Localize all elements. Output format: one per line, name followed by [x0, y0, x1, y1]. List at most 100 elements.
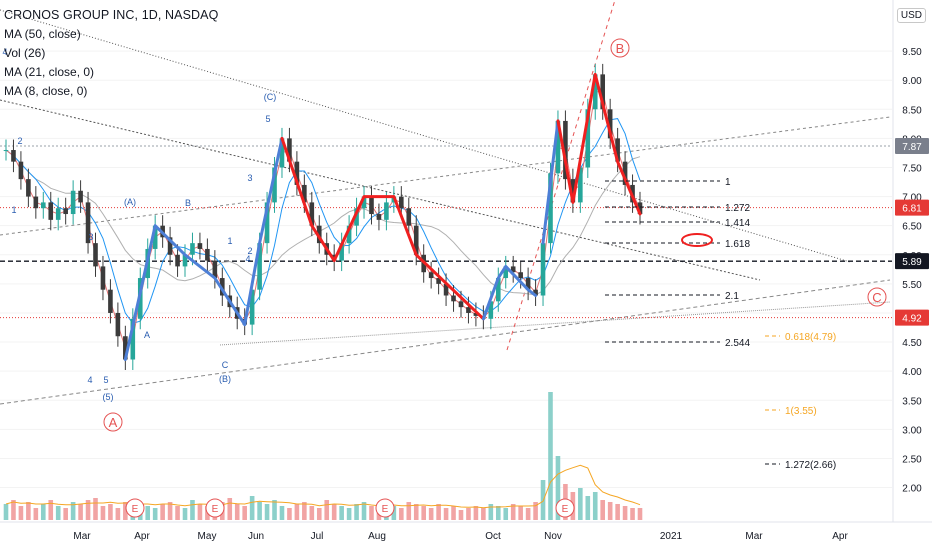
candle-body [197, 243, 203, 249]
candle-body [93, 243, 98, 267]
candle-body [570, 179, 576, 203]
volume-bar [152, 508, 158, 520]
circled-wave-label: B [616, 41, 625, 56]
currency-button[interactable]: USD [896, 8, 926, 23]
volume-bar [18, 506, 24, 520]
candle-body [264, 202, 270, 244]
volume-bar [339, 506, 344, 520]
candle-body [548, 173, 553, 244]
candle-body [18, 161, 24, 180]
fib-level-label: 1.272 [725, 203, 750, 214]
candle-body [615, 138, 620, 162]
wave-label: 1 [11, 205, 16, 215]
x-tick-label: May [198, 531, 217, 542]
candle-body [376, 214, 382, 220]
volume-bar [85, 500, 91, 520]
candle-body [33, 196, 39, 209]
earnings-event-label: E [132, 504, 139, 515]
volume-bar [227, 498, 233, 520]
indicator-ma50[interactable]: MA (50, close) [4, 27, 81, 41]
price-label: 5.89 [902, 257, 922, 268]
y-axis[interactable]: 9.509.008.508.007.507.006.506.005.505.00… [892, 0, 932, 550]
volume-bar [510, 504, 516, 520]
x-tick-label: Jun [248, 531, 264, 542]
trendline [0, 279, 891, 405]
volume-bar [473, 506, 479, 520]
volume-bar [279, 506, 285, 520]
x-axis[interactable]: Mar Apr May Jun Jul Aug Oct Nov 2021 Mar Apr [0, 521, 932, 542]
candle-body [495, 278, 501, 302]
candle-body [26, 179, 31, 197]
candle-body [525, 278, 531, 290]
volume-bar [555, 456, 561, 520]
volume-bar [592, 492, 598, 520]
volume-bar [421, 506, 426, 520]
wave-label: B [185, 198, 191, 208]
earnings-event-label: E [382, 504, 389, 515]
candle-body [384, 202, 389, 220]
volume-bar [264, 504, 270, 520]
volume-bar [406, 502, 412, 520]
volume-bar [242, 506, 247, 520]
wave-path-bullish [541, 119, 560, 245]
x-tick-label: Jul [311, 531, 324, 542]
indicator-ma8[interactable]: MA (8, close, 0) [4, 84, 88, 98]
moving-average-line [5, 118, 641, 324]
y-tick-label: 3.50 [902, 396, 922, 407]
wave-path-bearish [556, 72, 642, 216]
trendline [0, 99, 761, 281]
earnings-event-marker [555, 498, 575, 518]
target-circle [681, 233, 713, 247]
volume-bar [600, 500, 606, 520]
volume-bar [346, 508, 352, 520]
candle-body [182, 254, 188, 267]
wave-label: A [144, 330, 150, 340]
earnings-event-marker [375, 498, 395, 518]
candle-body [287, 138, 292, 162]
candle-body [63, 208, 68, 215]
price-label-bg [895, 199, 929, 216]
y-tick-label: 5.50 [902, 280, 922, 291]
candle-body [78, 190, 83, 203]
volume-bar [11, 500, 16, 520]
x-tick-label: Nov [544, 531, 562, 542]
trendline [0, 116, 891, 236]
circled-wave-marker [610, 38, 630, 58]
volume-bar [257, 502, 262, 520]
candle-body [578, 167, 583, 203]
volume-bar [48, 500, 54, 520]
indicator-vol[interactable]: Vol (26) [4, 46, 46, 60]
earnings-event-label: E [212, 504, 219, 515]
candle-body [443, 283, 449, 296]
volume-bar [115, 508, 121, 520]
moving-averages [5, 91, 641, 509]
volume-bar [108, 504, 113, 520]
volume-bar [525, 508, 531, 520]
volume-bar [637, 508, 643, 520]
x-tick-label: Oct [485, 531, 501, 542]
indicator-ma21[interactable]: MA (21, close, 0) [4, 65, 95, 79]
candle-body [152, 225, 158, 249]
wave-label: 2 [247, 246, 252, 256]
volume-bar [481, 508, 486, 520]
candle-body [346, 225, 352, 244]
volume-bar [495, 506, 501, 520]
candle-body [458, 301, 464, 308]
volume-bar [160, 504, 165, 520]
chart-grid [0, 50, 892, 489]
candle-body [637, 202, 643, 215]
elliott-waves [123, 72, 642, 361]
candle-body [190, 243, 195, 255]
volume-bar [145, 506, 151, 520]
y-tick-label: 2.00 [902, 484, 922, 495]
volume-bar [361, 502, 367, 520]
volume-bar [399, 508, 404, 520]
volume-bar [369, 506, 374, 520]
volume-bar [630, 508, 635, 520]
candle-body [220, 278, 225, 296]
candle-body [108, 289, 113, 313]
circled-wave-marker [103, 412, 123, 432]
volume-bar [93, 498, 98, 520]
